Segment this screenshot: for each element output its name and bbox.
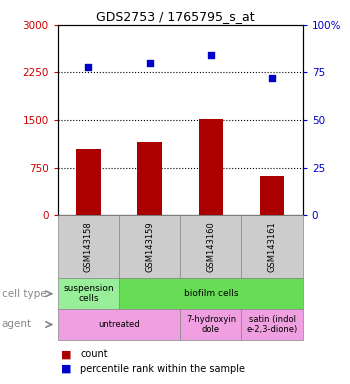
Text: satin (indol
e-2,3-dione): satin (indol e-2,3-dione) (246, 315, 298, 334)
Point (208, 52, 213, 58)
Text: GSM143160: GSM143160 (206, 221, 215, 272)
Point (147, 60, 153, 66)
Bar (76, 149, 101, 215)
Text: GSM143158: GSM143158 (84, 221, 93, 272)
Text: untreated: untreated (98, 320, 140, 329)
Text: GSM143159: GSM143159 (145, 222, 154, 272)
Text: agent: agent (2, 319, 32, 329)
Text: 7-hydroxyin
dole: 7-hydroxyin dole (186, 315, 236, 334)
Text: count: count (80, 349, 108, 359)
Text: cell type: cell type (2, 289, 46, 299)
Point (85, 64, 91, 70)
Text: GSM143161: GSM143161 (268, 221, 276, 272)
Text: percentile rank within the sample: percentile rank within the sample (80, 364, 245, 374)
Bar (199, 119, 223, 215)
Point (270, 75, 275, 81)
Text: GDS2753 / 1765795_s_at: GDS2753 / 1765795_s_at (96, 10, 254, 23)
Text: biofilm cells: biofilm cells (184, 289, 238, 298)
Bar (137, 142, 162, 215)
Text: ■: ■ (61, 364, 72, 374)
Bar (260, 176, 284, 215)
Text: ■: ■ (61, 349, 72, 359)
Text: suspension
cells: suspension cells (63, 284, 114, 303)
